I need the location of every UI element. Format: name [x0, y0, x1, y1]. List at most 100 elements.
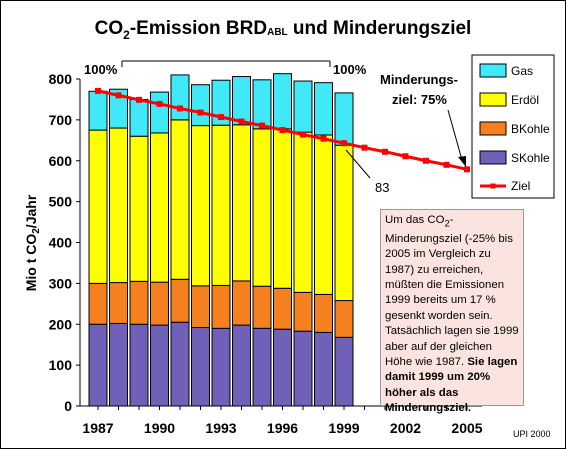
legend-swatch-bkohle: [479, 121, 507, 136]
bar-segment-gas: [273, 73, 292, 130]
bar-segment-erdöl: [211, 124, 231, 286]
target-point: [341, 140, 347, 147]
bar-segment-erdöl: [191, 125, 210, 287]
note-bold: Sie lagen damit 1999 um 20% höher als da…: [385, 355, 518, 415]
bar-segment-erdöl: [88, 129, 108, 284]
bar-segment-bkohle: [150, 281, 169, 326]
bar-segment-gas: [334, 92, 354, 146]
bar-segment-erdöl: [109, 127, 128, 284]
target-point: [136, 96, 142, 103]
y-axis-label: Mio t CO2/Jahr: [23, 194, 42, 291]
target-point: [95, 87, 101, 94]
bar-segment-skohle: [334, 336, 354, 407]
bar-segment-erdöl: [150, 132, 169, 283]
bar-segment-erdöl: [334, 144, 354, 302]
bar-segment-erdöl: [252, 128, 272, 287]
target-point: [115, 92, 122, 99]
x-tick-label: 1996: [267, 420, 298, 436]
bar-segment-skohle: [170, 321, 190, 407]
target-point: [177, 105, 183, 112]
y-tick-label: 700: [49, 112, 73, 128]
legend-marker-ziel: [490, 183, 496, 189]
target-point: [300, 131, 306, 138]
annotations: 100% 100% Minderungs- ziel: 75% 83 UPI 2…: [84, 60, 551, 439]
target-point: [218, 114, 224, 121]
bar-segment-bkohle: [314, 293, 333, 333]
note-text-1: Um das CO: [385, 214, 445, 226]
bar-segment-skohle: [88, 323, 108, 407]
target-point: [279, 127, 286, 134]
x-tick-label: 2002: [390, 420, 421, 436]
bar-segment-gas: [88, 90, 108, 131]
legend-label: Gas: [511, 64, 533, 78]
source-label: UPI 2000: [513, 429, 551, 439]
bar-segment-gas: [109, 88, 128, 129]
bar-segment-gas: [293, 80, 313, 133]
bar-segment-gas: [170, 74, 190, 121]
target-line: [95, 87, 470, 173]
target-point: [361, 144, 368, 151]
bar-segment-bkohle: [293, 291, 313, 332]
value-83-label: 83: [375, 180, 389, 195]
note-text-2: -Minderungsziel (-25% bis 2005 im Vergle…: [385, 214, 519, 368]
y-tick-label: 200: [49, 316, 73, 332]
bar-segment-gas: [150, 91, 169, 134]
legend-label: SKohle: [511, 151, 550, 165]
bar-segment-skohle: [150, 324, 169, 407]
x-tick-label: 1999: [328, 420, 359, 436]
target-point: [197, 109, 204, 116]
target-point: [402, 153, 409, 160]
bar-segment-bkohle: [88, 282, 108, 325]
legend: Gas Erdöl BKohle SKohle Ziel: [471, 54, 555, 199]
bar-segment-skohle: [211, 327, 231, 407]
y-tick-label: 600: [49, 153, 73, 169]
end-percent-label: 100%: [333, 62, 367, 77]
legend-label: Erdöl: [511, 93, 539, 107]
target-point: [320, 135, 327, 142]
bar-segment-bkohle: [129, 280, 149, 325]
target-point: [156, 100, 163, 107]
y-axis: 0 100 200 300 400 500 600 700 800: [49, 71, 81, 414]
note-subscript: 2: [444, 218, 450, 230]
bar-segment-gas: [129, 98, 149, 137]
legend-swatch-erdöl: [479, 92, 507, 107]
bar-segment-bkohle: [211, 284, 231, 329]
bar-segment-bkohle: [109, 282, 128, 324]
value-83-leader: [345, 149, 371, 179]
bar-segment-bkohle: [273, 287, 292, 330]
x-tick-label: 1987: [82, 420, 113, 436]
bar-segment-bkohle: [191, 285, 210, 329]
y-tick-label: 500: [49, 194, 73, 210]
chart-title: CO2-Emission BRDABL und Minderungsziel: [95, 18, 472, 42]
reduction-label-line1: Minderungs-: [380, 72, 458, 87]
bar-segment-skohle: [109, 322, 128, 407]
bar-segment-gas: [211, 79, 231, 126]
bar-segment-erdöl: [170, 119, 190, 280]
y-tick-label: 400: [49, 235, 73, 251]
legend-swatch-gas: [479, 63, 507, 78]
bar-segment-skohle: [191, 327, 210, 407]
target-point: [382, 148, 388, 155]
y-tick-label: 800: [49, 71, 73, 87]
reduction-arrow-head: [458, 156, 466, 167]
target-point: [259, 122, 265, 129]
reduction-label-line2: ziel: 75%: [392, 92, 447, 107]
target-point: [238, 118, 245, 125]
bar-segment-erdöl: [129, 135, 149, 282]
legend-swatch-skohle: [479, 150, 507, 165]
bar-segment-gas: [314, 82, 333, 136]
bar-segment-bkohle: [232, 280, 251, 326]
bar-segment-skohle: [273, 328, 292, 407]
target-point: [464, 166, 470, 173]
note-box: Um das CO2-Minderungsziel (-25% bis 2005…: [380, 209, 524, 414]
x-tick-label: 2005: [451, 420, 482, 436]
legend-label: BKohle: [511, 122, 550, 136]
target-point: [443, 161, 450, 168]
target-point: [423, 157, 429, 164]
x-tick-label: 1993: [205, 420, 236, 436]
bar-segment-gas: [191, 84, 210, 127]
bar-segment-bkohle: [252, 285, 272, 329]
stacked-bars: [88, 73, 354, 407]
bar-segment-erdöl: [273, 128, 292, 289]
